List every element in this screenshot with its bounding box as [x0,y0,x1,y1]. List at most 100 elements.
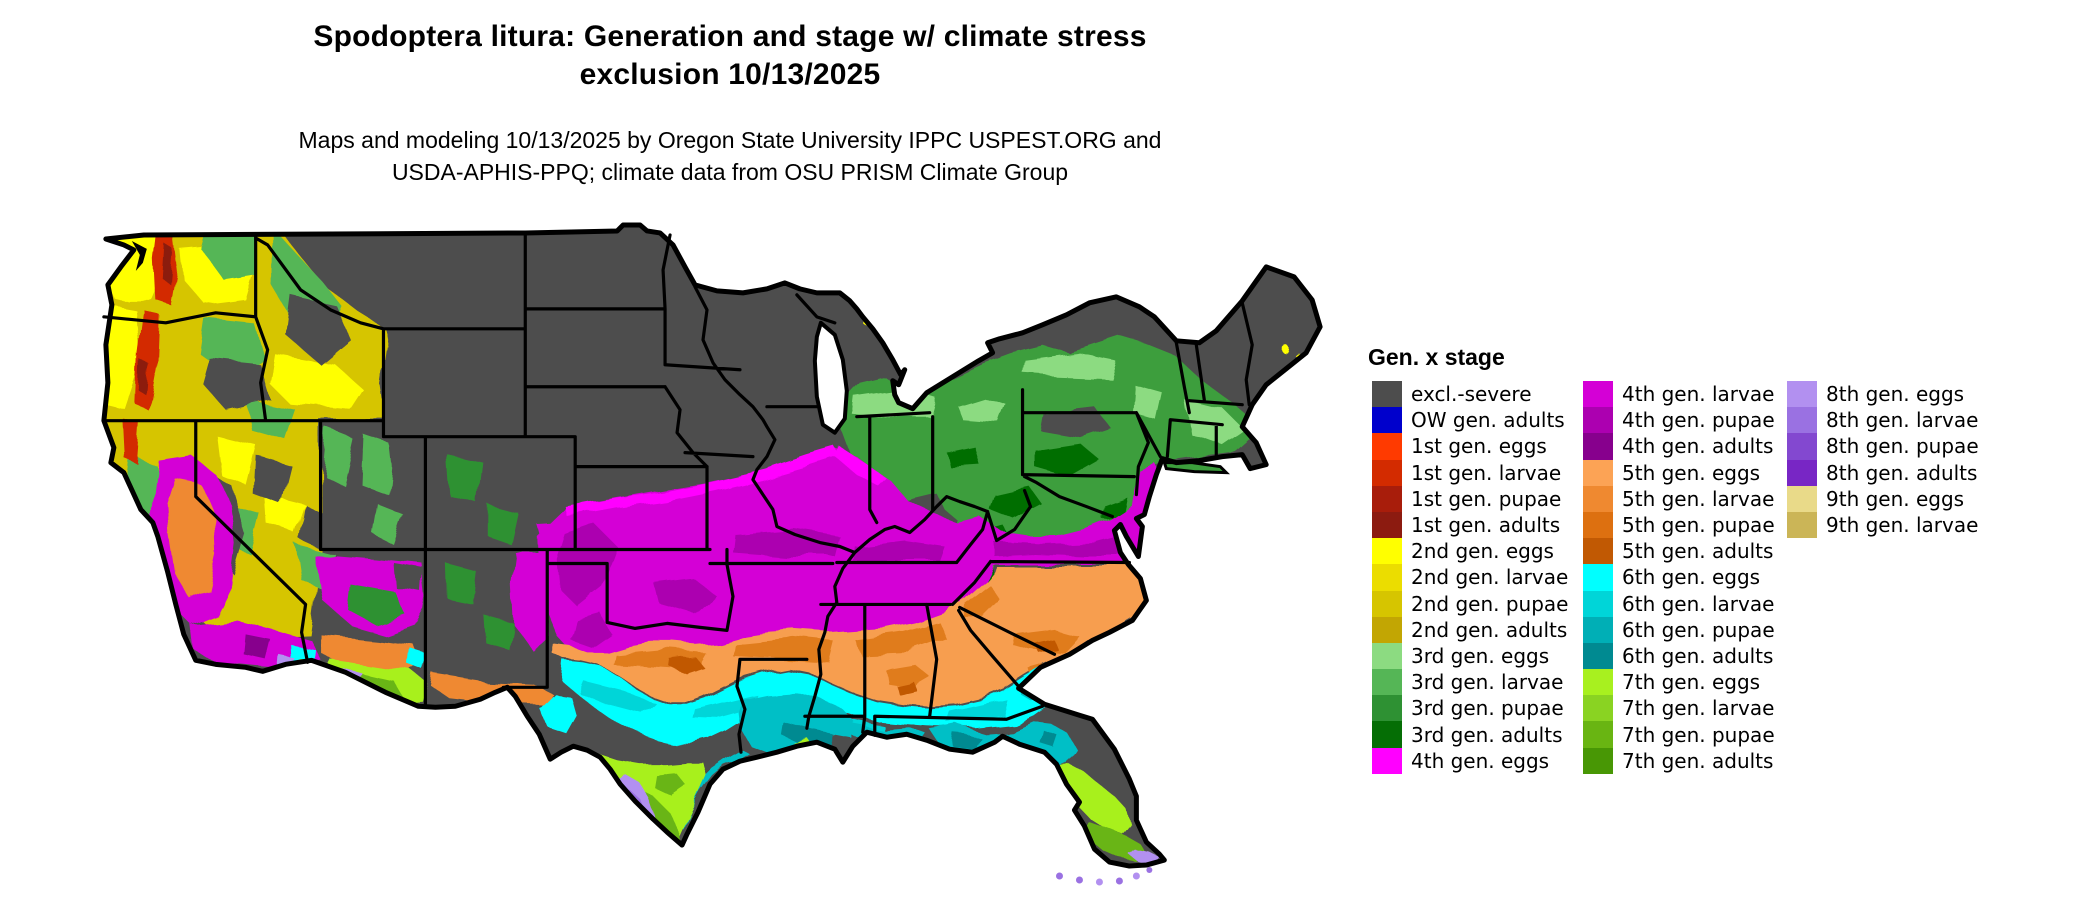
legend-swatch [1372,590,1402,617]
us-map-svg [101,222,1323,886]
legend-swatch [1583,538,1613,565]
legend-item: 9th gen. eggs [1787,485,1979,512]
legend-item-label: 6th gen. adults [1622,643,1774,668]
legend-item: 7th gen. larvae [1583,695,1775,722]
legend-item-label: 8th gen. eggs [1826,382,1965,407]
legend-item-label: 4th gen. adults [1622,434,1774,459]
legend-item: 4th gen. pupae [1583,407,1775,434]
legend-item: 1st gen. adults [1372,511,1568,539]
legend-item-label: 1st gen. adults [1411,513,1561,538]
legend-swatch [1372,407,1402,434]
legend-swatch [1583,381,1613,408]
legend-item-label: 3rd gen. larvae [1411,670,1564,695]
florida-keys [1055,867,1153,886]
legend-item-label: 3rd gen. adults [1411,722,1563,747]
legend-swatch [1583,564,1613,591]
legend-item: 8th gen. pupae [1787,433,1979,460]
page-title: Spodoptera litura: Generation and stage … [170,18,1290,94]
legend-item-label: 6th gen. pupae [1622,617,1775,642]
legend-swatch [1372,564,1402,591]
legend-item-label: 7th gen. larvae [1622,696,1775,721]
legend-item-label: OW gen. adults [1411,408,1565,433]
legend-item: 2nd gen. pupae [1372,590,1568,617]
legend-swatch [1583,642,1613,670]
legend-swatch [1583,695,1613,722]
legend-swatch [1583,407,1613,434]
legend-swatch [1372,616,1402,643]
legend-swatch [1583,433,1613,460]
legend-item: 8th gen. adults [1787,459,1979,486]
legend-swatch [1787,381,1817,408]
legend-column-3: 8th gen. eggs 8th gen. larvae 8th gen. pup… [1787,381,1979,539]
legend-swatch [1583,616,1613,643]
legend-item: 1st gen. pupae [1372,485,1568,512]
legend-swatch [1583,721,1613,748]
legend-swatch [1372,485,1402,512]
legend-item: 3rd gen. adults [1372,721,1568,748]
legend-item-label: 7th gen. eggs [1622,670,1761,695]
legend-item-label: 8th gen. adults [1826,460,1978,485]
legend-swatch [1787,433,1817,460]
legend-item: 5th gen. pupae [1583,511,1775,539]
legend-item-label: 8th gen. larvae [1826,408,1979,433]
legend-item: 6th gen. pupae [1583,616,1775,643]
legend-item-label: 6th gen. larvae [1622,591,1775,616]
legend-swatch [1583,747,1613,774]
legend-item-label: 5th gen. adults [1622,539,1774,564]
legend-item: 6th gen. larvae [1583,590,1775,617]
legend-item-label: 2nd gen. larvae [1411,565,1569,590]
legend-swatch [1372,669,1402,696]
legend-item: 4th gen. eggs [1372,747,1568,774]
legend-item: 1st gen. eggs [1372,433,1568,460]
legend-item-label: 7th gen. pupae [1622,722,1775,747]
legend-swatch [1372,721,1402,748]
state-borders [102,231,1254,754]
legend-item-label: 5th gen. pupae [1622,513,1775,538]
legend-swatch [1787,459,1817,486]
legend-swatch [1372,511,1402,539]
legend-item-label: 7th gen. adults [1622,748,1774,773]
us-outline [101,222,1323,869]
legend-swatch [1372,747,1402,774]
page-subtitle: Maps and modeling 10/13/2025 by Oregon S… [170,124,1290,188]
legend-swatch [1583,459,1613,486]
legend-item-label: excl.-severe [1411,382,1532,407]
legend-swatch [1372,433,1402,460]
legend-column-2: 4th gen. larvae 4th gen. pupae 4th gen. ad… [1583,381,1775,774]
lake-michigan [812,320,849,435]
legend-item: 8th gen. larvae [1787,407,1979,434]
legend-item-label: 1st gen. eggs [1411,434,1547,459]
legend: Gen. x stage excl.-severe OW gen. adults 1… [1368,344,2088,774]
legend-item: 3rd gen. larvae [1372,669,1568,696]
legend-swatch [1583,669,1613,696]
legend-swatch [1372,642,1402,670]
us-generation-stage-map [95,205,1327,892]
legend-item-label: 3rd gen. pupae [1411,696,1564,721]
legend-item: 3rd gen. eggs [1372,642,1568,670]
subtitle-line-2: USDA-APHIS-PPQ; climate data from OSU PR… [391,159,1069,185]
legend-item: 2nd gen. eggs [1372,538,1568,565]
legend-item-label: 4th gen. larvae [1622,382,1775,407]
legend-column-1: excl.-severe OW gen. adults 1st gen. eggs 1… [1372,381,1568,774]
legend-item: excl.-severe [1372,381,1568,408]
legend-swatch [1583,590,1613,617]
legend-item-label: 9th gen. eggs [1826,486,1965,511]
legend-item-label: 1st gen. pupae [1411,486,1562,511]
legend-swatch [1372,381,1402,408]
legend-item-label: 5th gen. larvae [1622,486,1775,511]
legend-item-label: 3rd gen. eggs [1411,643,1550,668]
legend-swatch [1372,459,1402,486]
legend-item: 4th gen. adults [1583,433,1775,460]
puget-sound [131,240,147,271]
legend-item: 9th gen. larvae [1787,511,1979,539]
legend-item-label: 9th gen. larvae [1826,513,1979,538]
legend-item: 5th gen. larvae [1583,485,1775,512]
legend-item: 6th gen. adults [1583,642,1775,670]
legend-swatch [1787,485,1817,512]
legend-item-label: 4th gen. pupae [1622,408,1775,433]
legend-item: 3rd gen. pupae [1372,695,1568,722]
legend-item: 2nd gen. larvae [1372,564,1569,591]
legend-item-label: 2nd gen. eggs [1411,539,1554,564]
legend-title: Gen. x stage [1368,344,1505,370]
